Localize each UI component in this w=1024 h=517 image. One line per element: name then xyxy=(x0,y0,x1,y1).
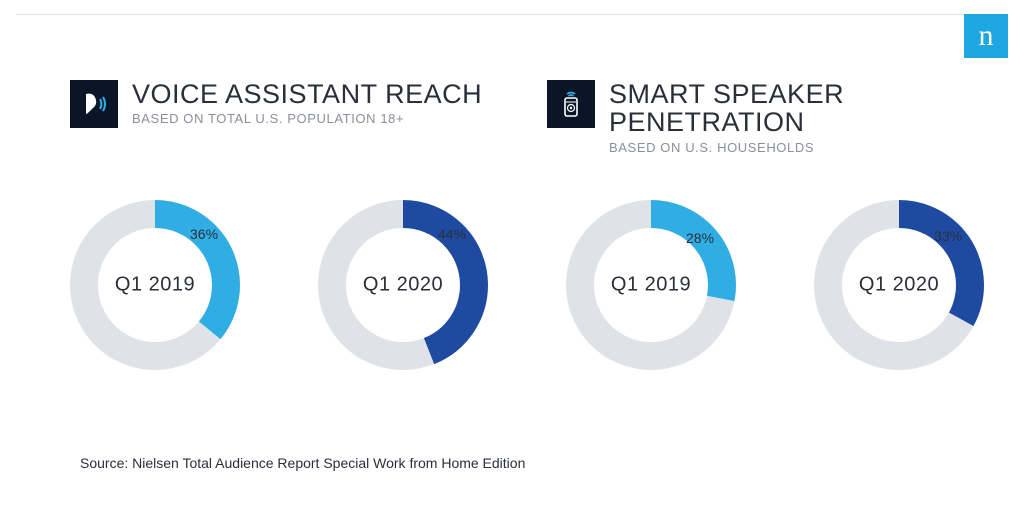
source-text: Source: Nielsen Total Audience Report Sp… xyxy=(80,455,525,471)
section-voice-assistant: VOICE ASSISTANT REACH BASED ON TOTAL U.S… xyxy=(70,80,507,165)
section-title: SMART SPEAKER PENETRATION xyxy=(609,80,984,137)
donut-percent-label: 44% xyxy=(438,226,466,242)
top-rule xyxy=(16,14,1008,15)
section-headers: VOICE ASSISTANT REACH BASED ON TOTAL U.S… xyxy=(70,80,984,165)
section-header: VOICE ASSISTANT REACH BASED ON TOTAL U.S… xyxy=(70,80,507,128)
donut-chart: Q1 2019 28% xyxy=(556,190,746,380)
section-smart-speaker: SMART SPEAKER PENETRATION BASED ON U.S. … xyxy=(547,80,984,165)
section-titles: SMART SPEAKER PENETRATION BASED ON U.S. … xyxy=(609,80,984,155)
donut-center-label: Q1 2019 xyxy=(611,274,691,297)
donut-percent-label: 33% xyxy=(934,228,962,244)
nielsen-logo: n xyxy=(964,14,1008,58)
section-header: SMART SPEAKER PENETRATION BASED ON U.S. … xyxy=(547,80,984,155)
section-title: VOICE ASSISTANT REACH xyxy=(132,80,482,108)
speaker-icon xyxy=(547,80,595,128)
donut-percent-label: 28% xyxy=(686,230,714,246)
donut-center-label: Q1 2020 xyxy=(363,274,443,297)
donut-chart: Q1 2020 33% xyxy=(804,190,994,380)
charts-row: Q1 2019 36% Q1 2020 44% Q1 2019 28% Q1 2020 33% xyxy=(60,190,994,380)
section-titles: VOICE ASSISTANT REACH BASED ON TOTAL U.S… xyxy=(132,80,482,126)
donut-chart: Q1 2019 36% xyxy=(60,190,250,380)
donut-chart: Q1 2020 44% xyxy=(308,190,498,380)
section-subtitle: BASED ON TOTAL U.S. POPULATION 18+ xyxy=(132,111,482,126)
voice-icon xyxy=(70,80,118,128)
donut-percent-label: 36% xyxy=(190,226,218,242)
logo-glyph: n xyxy=(979,19,994,53)
section-subtitle: BASED ON U.S. HOUSEHOLDS xyxy=(609,140,984,155)
donut-center-label: Q1 2019 xyxy=(115,274,195,297)
donut-center-label: Q1 2020 xyxy=(859,274,939,297)
